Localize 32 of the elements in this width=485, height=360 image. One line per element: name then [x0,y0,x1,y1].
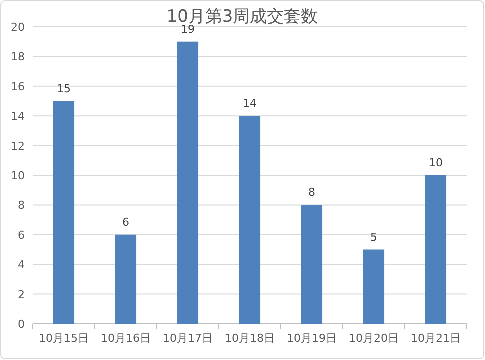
y-tick-label: 2 [18,288,25,302]
data-label: 5 [370,230,378,244]
x-tick-label: 10月18日 [225,332,275,345]
bar [363,250,385,324]
x-tick-label: 10月16日 [101,332,151,345]
y-tick-label: 20 [11,21,25,34]
y-tick-label: 0 [18,318,25,331]
data-label: 6 [122,216,130,229]
data-label: 15 [57,82,71,96]
y-tick-label: 14 [11,110,25,124]
bar [115,234,137,324]
bar [425,176,447,324]
data-label: 14 [243,97,257,110]
x-tick-label: 10月19日 [287,332,337,345]
bar [239,116,261,324]
y-tick-label: 12 [11,140,25,153]
bar [177,42,199,324]
data-label: 10 [429,156,443,170]
x-tick-label: 10月15日 [39,332,89,345]
y-tick-label: 10 [11,170,25,182]
y-tick-label: 18 [11,50,25,64]
data-label: 19 [181,22,195,36]
bar [301,205,323,324]
y-tick-label: 6 [18,228,25,242]
x-tick-label: 10月21日 [411,332,461,345]
y-tick-label: 4 [18,258,25,272]
x-tick-label: 10月17日 [163,332,213,345]
x-tick-label: 10月20日 [349,332,399,345]
bar [53,101,75,324]
data-label: 8 [308,186,316,200]
y-tick-label: 8 [18,199,25,212]
y-tick-label: 16 [11,80,25,94]
